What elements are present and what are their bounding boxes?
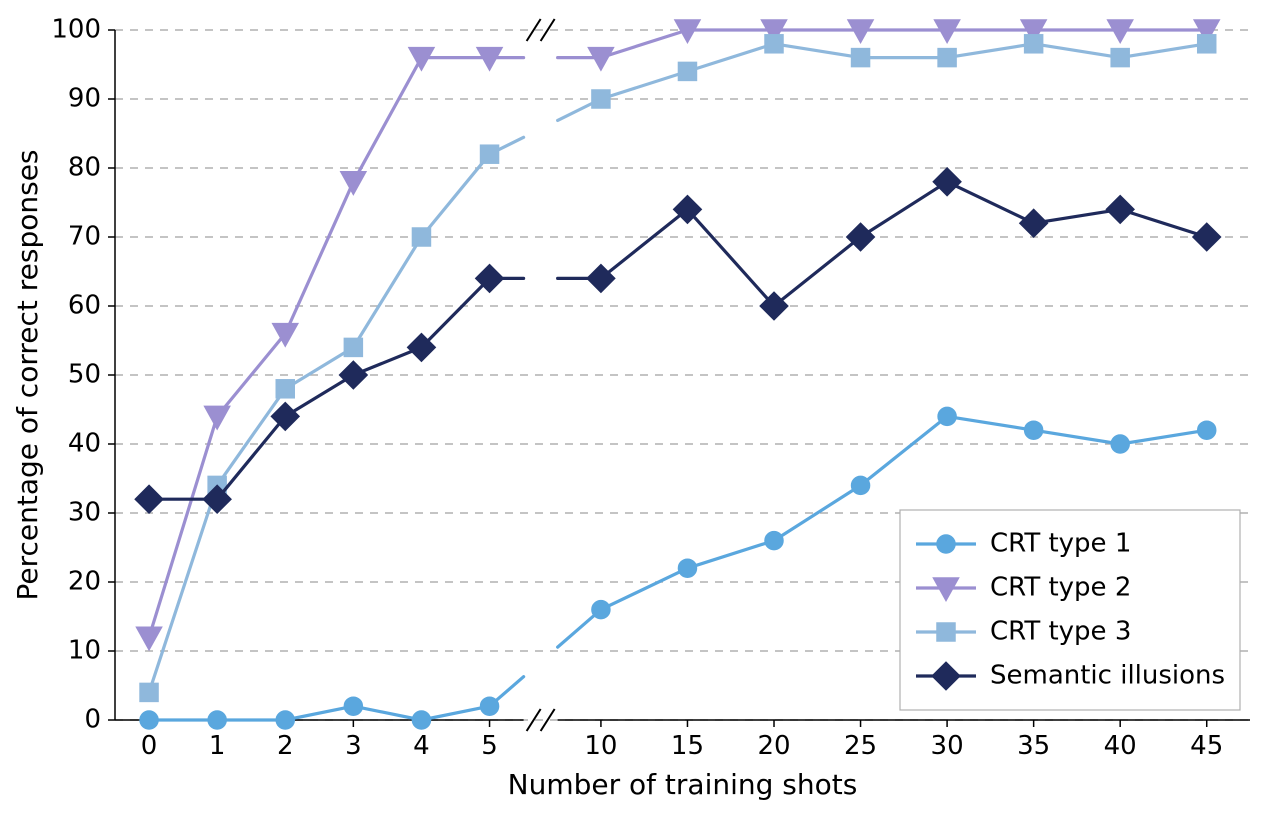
chart-container: 0102030405060708090100012345101520253035… (0, 0, 1280, 827)
x-tick-label: 45 (1190, 731, 1223, 761)
y-tick-label: 100 (51, 15, 101, 45)
legend-label: CRT type 2 (990, 573, 1131, 603)
x-tick-label: 2 (277, 731, 294, 761)
x-tick-label: 30 (931, 731, 964, 761)
x-tick-label: 3 (345, 731, 362, 761)
y-tick-label: 10 (68, 636, 101, 666)
y-axis-label: Percentage of correct responses (11, 149, 44, 600)
x-tick-label: 20 (757, 731, 790, 761)
y-tick-label: 30 (68, 498, 101, 528)
x-axis-label: Number of training shots (508, 768, 858, 801)
y-tick-label: 0 (84, 705, 101, 735)
y-tick-label: 90 (68, 84, 101, 114)
x-tick-label: 25 (844, 731, 877, 761)
y-tick-label: 50 (68, 360, 101, 390)
x-tick-label: 4 (413, 731, 430, 761)
x-tick-label: 10 (584, 731, 617, 761)
legend: CRT type 1 CRT type 2 CRT type 3 Semantic i… (900, 510, 1240, 710)
y-tick-label: 70 (68, 222, 101, 252)
x-tick-label: 15 (671, 731, 704, 761)
x-tick-label: 0 (141, 731, 158, 761)
line-chart: 0102030405060708090100012345101520253035… (0, 0, 1280, 827)
x-tick-label: 1 (209, 731, 226, 761)
legend-label: CRT type 3 (990, 617, 1131, 647)
y-tick-label: 20 (68, 567, 101, 597)
y-tick-label: 60 (68, 291, 101, 321)
x-tick-label: 40 (1104, 731, 1137, 761)
x-tick-label: 5 (481, 731, 498, 761)
y-tick-label: 40 (68, 429, 101, 459)
legend-label: CRT type 1 (990, 529, 1131, 559)
x-tick-label: 35 (1017, 731, 1050, 761)
y-tick-label: 80 (68, 153, 101, 183)
legend-label: Semantic illusions (990, 661, 1225, 691)
